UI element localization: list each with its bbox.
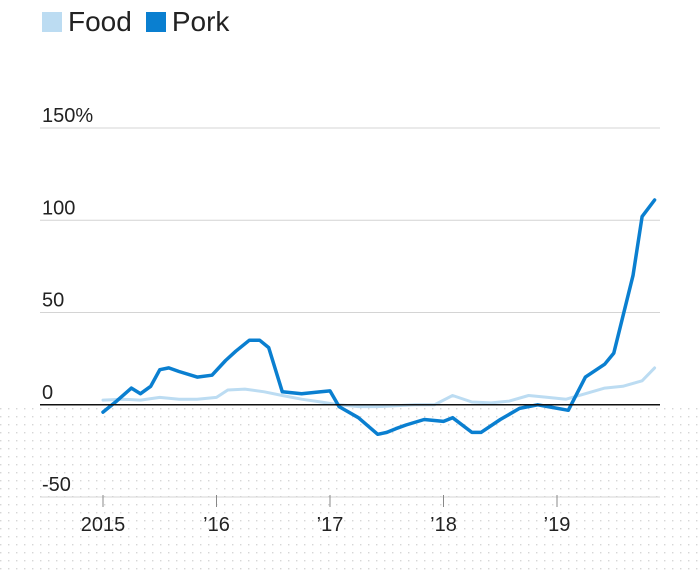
y-tick-label: 0 [42,382,53,404]
x-tick-label: ’19 [544,514,571,536]
legend-swatch-pork [145,12,166,32]
series-line-pork [101,198,657,437]
y-tick-label: 100 [42,197,75,219]
legend-swatch-food [42,12,62,32]
x-tick-label: ’18 [430,514,457,536]
y-tick-label: 150% [42,105,93,127]
legend-label-pork: Pork [171,6,230,37]
series-line-food [101,366,657,409]
legend-label-food: Food [68,6,132,37]
x-tick-label: ’16 [203,514,230,536]
y-tick-label: -50 [42,474,71,496]
legend-item-food: Food [42,6,132,38]
x-tick-label: 2015 [81,514,126,536]
chart-legend: Food Pork [42,6,229,38]
below-zero-texture [0,404,700,570]
x-tick-label: ’17 [317,514,344,536]
legend-item-pork: Pork [145,6,230,38]
y-tick-label: 50 [42,290,64,312]
